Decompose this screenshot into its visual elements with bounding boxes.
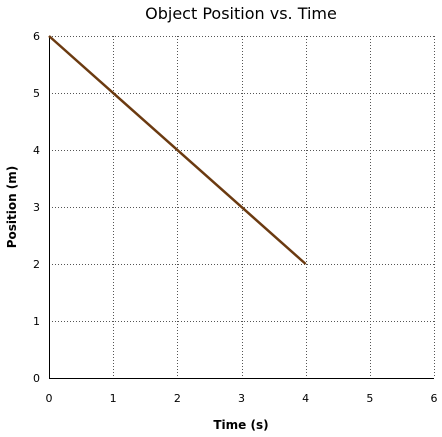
x-tick-label: 5 bbox=[366, 392, 373, 405]
x-tick-label: 2 bbox=[174, 392, 181, 405]
y-tick-label: 5 bbox=[33, 87, 40, 100]
x-tick-label: 0 bbox=[46, 392, 53, 405]
series-line bbox=[48, 35, 307, 265]
x-tick-label: 3 bbox=[238, 392, 245, 405]
series-layer bbox=[48, 35, 307, 265]
x-tick-label: 1 bbox=[110, 392, 117, 405]
chart-title: Object Position vs. Time bbox=[145, 4, 337, 23]
x-tick-label: 6 bbox=[431, 392, 438, 405]
axes-layer bbox=[49, 36, 434, 379]
x-tick-label: 4 bbox=[302, 392, 309, 405]
y-tick-label: 4 bbox=[33, 144, 40, 157]
y-tick-label: 3 bbox=[33, 201, 40, 214]
y-tick-label: 6 bbox=[33, 30, 40, 43]
y-tick-label: 1 bbox=[33, 315, 40, 328]
y-tick-label: 2 bbox=[33, 258, 40, 271]
y-tick-label: 0 bbox=[33, 372, 40, 385]
y-axis-label: Position (m) bbox=[5, 166, 19, 249]
x-axis-label: Time (s) bbox=[213, 418, 268, 432]
tick-label-layer: 0 1 2 3 4 5 6 0 1 2 3 4 5 6 bbox=[33, 30, 438, 405]
grid-layer bbox=[49, 36, 435, 378]
